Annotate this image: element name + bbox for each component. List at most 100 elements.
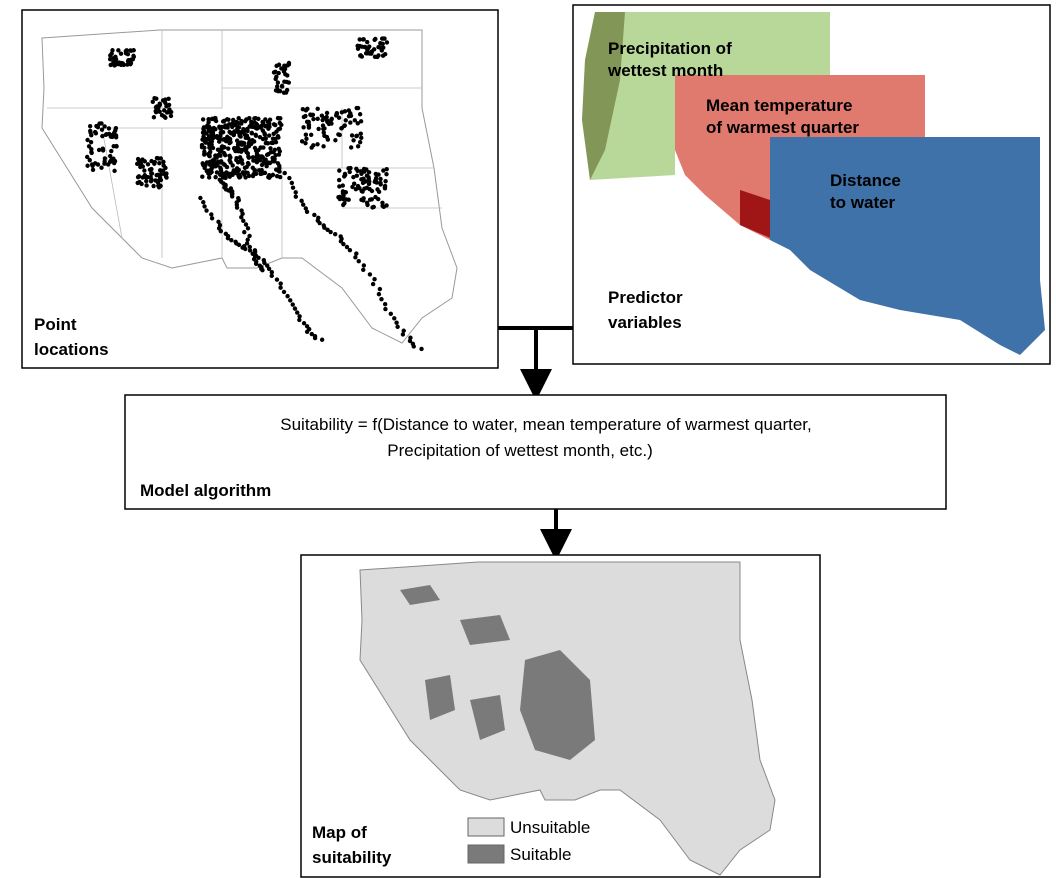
point (223, 138, 229, 144)
point (371, 47, 377, 52)
point (113, 133, 119, 138)
point (301, 202, 306, 207)
point (213, 153, 218, 158)
point (235, 126, 240, 131)
point (88, 130, 93, 135)
point (315, 116, 320, 122)
point (362, 186, 367, 191)
point (375, 196, 381, 202)
point (346, 197, 351, 202)
point (274, 63, 279, 69)
point (263, 117, 268, 122)
point (212, 160, 217, 166)
point (253, 133, 259, 138)
point (85, 163, 90, 168)
point (273, 122, 278, 128)
point (229, 131, 234, 136)
point (99, 121, 104, 126)
point (372, 37, 377, 43)
legend-label: Unsuitable (510, 818, 590, 837)
point (304, 329, 310, 334)
point (249, 131, 254, 136)
point (284, 79, 289, 85)
point (341, 202, 346, 208)
point (249, 124, 254, 129)
point (288, 298, 293, 303)
point (201, 200, 206, 205)
point (202, 204, 207, 209)
point (382, 52, 388, 57)
point (266, 133, 272, 138)
point (333, 138, 338, 143)
point (275, 161, 281, 166)
point (205, 123, 210, 128)
point (87, 157, 92, 163)
point (275, 87, 280, 93)
connector (498, 326, 573, 385)
point (321, 126, 326, 132)
point (224, 164, 230, 170)
layer-label: Distance (830, 171, 901, 190)
point (207, 171, 213, 176)
model-label: Model algorithm (140, 481, 271, 500)
point (348, 120, 353, 125)
point (278, 285, 283, 290)
point (213, 164, 218, 169)
point (261, 159, 266, 165)
point (261, 120, 266, 126)
point (250, 155, 256, 160)
point (309, 331, 315, 337)
point (253, 115, 258, 121)
point (234, 157, 239, 163)
point (382, 301, 388, 307)
point (243, 118, 248, 124)
point (378, 180, 383, 186)
point (149, 171, 155, 176)
point (321, 130, 326, 135)
point (253, 148, 259, 153)
point (361, 196, 366, 201)
point (116, 48, 121, 53)
point (273, 69, 278, 75)
point (153, 109, 159, 115)
point-label: Point (34, 315, 77, 334)
point (269, 270, 275, 275)
point (263, 123, 269, 129)
point (201, 128, 207, 133)
point (225, 236, 231, 241)
point (234, 205, 240, 210)
point (125, 58, 131, 64)
point (213, 174, 218, 180)
point (247, 244, 252, 250)
point (275, 80, 281, 85)
point (140, 164, 146, 169)
point (351, 174, 356, 180)
legend-label: Suitable (510, 845, 571, 864)
point (111, 60, 117, 65)
point (383, 306, 388, 312)
point (373, 175, 379, 181)
point (100, 133, 105, 139)
point (136, 174, 142, 179)
point (155, 180, 161, 185)
point (371, 204, 376, 210)
point (152, 159, 157, 165)
point (107, 57, 113, 62)
point (163, 115, 168, 120)
point (284, 87, 290, 93)
point (357, 185, 362, 191)
point (351, 138, 356, 143)
point (218, 228, 224, 234)
point (380, 203, 385, 208)
point (230, 124, 235, 130)
point (270, 155, 275, 161)
point (255, 122, 260, 128)
point (99, 165, 104, 170)
point (260, 136, 266, 142)
point (239, 121, 244, 126)
point (342, 172, 348, 178)
point (161, 163, 166, 168)
point (350, 184, 355, 190)
point (237, 147, 242, 153)
point (281, 69, 287, 74)
